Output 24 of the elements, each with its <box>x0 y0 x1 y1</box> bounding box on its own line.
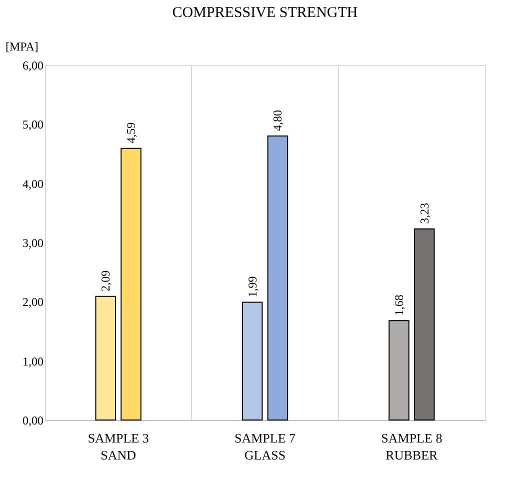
y-axis-title: [MPA] <box>6 40 38 54</box>
y-tick-label: 3,00 <box>22 236 44 250</box>
data-label: 4,59 <box>124 122 138 144</box>
data-label: 2,09 <box>98 270 113 292</box>
y-tick-label: 5,00 <box>22 118 44 132</box>
x-tick-label: SAMPLE 8 RUBBER <box>381 430 442 462</box>
data-label: 1,68 <box>392 294 406 316</box>
x-tick-label: SAMPLE 3 SAND <box>88 430 149 462</box>
bar <box>95 296 116 420</box>
y-tick-label: 6,00 <box>22 58 44 72</box>
chart-title: COMPRESSIVE STRENGTH <box>172 5 358 21</box>
y-tick-label: 0,00 <box>22 414 44 428</box>
bar <box>120 148 142 420</box>
y-tick-label: 1,00 <box>22 354 44 368</box>
data-label: 1,99 <box>245 276 260 298</box>
y-tick-label: 2,00 <box>22 295 44 310</box>
bar <box>242 302 263 420</box>
bar <box>388 320 410 420</box>
y-tick-label: 4,00 <box>22 176 44 191</box>
data-label: 3,23 <box>417 202 432 224</box>
x-tick-label: SAMPLE 7 GLASS <box>234 430 296 462</box>
data-label: 4,80 <box>270 110 285 131</box>
bar <box>414 228 435 420</box>
bar <box>267 136 288 420</box>
